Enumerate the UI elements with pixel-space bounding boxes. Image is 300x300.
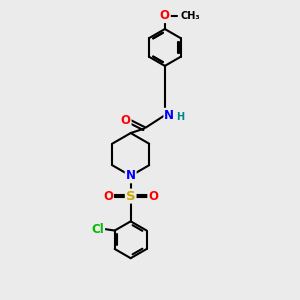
Text: Cl: Cl: [92, 223, 104, 236]
Text: N: N: [164, 109, 174, 122]
Text: CH₃: CH₃: [180, 11, 200, 21]
Text: N: N: [126, 169, 136, 182]
Text: O: O: [160, 9, 170, 22]
Text: H: H: [176, 112, 184, 122]
Text: O: O: [121, 114, 130, 127]
Text: O: O: [103, 190, 113, 202]
Text: S: S: [126, 190, 136, 202]
Text: O: O: [148, 190, 158, 202]
